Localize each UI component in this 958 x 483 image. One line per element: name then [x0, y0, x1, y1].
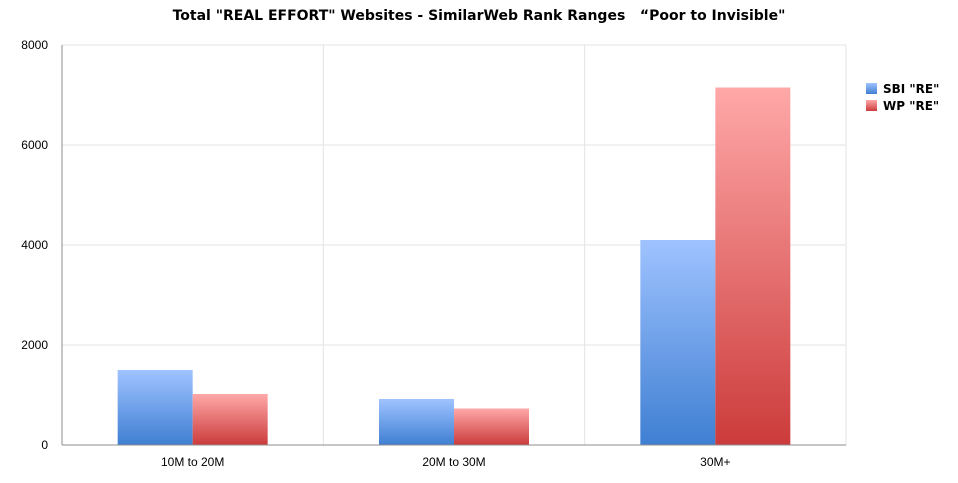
bar-wp-0	[192, 394, 268, 445]
legend-label-sbi: SBI "RE"	[883, 81, 940, 96]
legend-label-wp: WP "RE"	[883, 98, 940, 113]
y-tick-label: 0	[41, 438, 48, 452]
chart-title: Total "REAL EFFORT" Websites - SimilarWe…	[172, 8, 786, 24]
bar-sbi-2	[640, 240, 716, 445]
bar-wp-1	[454, 408, 529, 445]
x-tick-label: 20M to 30M	[422, 455, 485, 469]
x-tick-labels: 10M to 20M 20M to 30M 30M+	[161, 455, 731, 469]
bar-wp-2	[715, 87, 791, 445]
y-tick-label: 8000	[21, 38, 48, 52]
legend-item-sbi: SBI "RE"	[866, 80, 939, 97]
y-tick-label: 2000	[21, 338, 48, 352]
legend: SBI "RE" WP "RE"	[866, 80, 939, 114]
legend-swatch-wp	[866, 100, 877, 111]
y-tick-label: 4000	[21, 238, 48, 252]
legend-item-wp: WP "RE"	[866, 97, 939, 114]
bar-sbi-1	[379, 399, 454, 445]
bars	[117, 87, 791, 445]
axes	[61, 45, 846, 446]
y-tick-label: 6000	[21, 138, 48, 152]
y-tick-labels: 0 2000 4000 6000 8000	[21, 38, 48, 452]
bar-sbi-0	[117, 370, 193, 445]
x-tick-label: 10M to 20M	[161, 455, 224, 469]
legend-swatch-sbi	[866, 83, 877, 94]
x-tick-label: 30M+	[700, 455, 730, 469]
